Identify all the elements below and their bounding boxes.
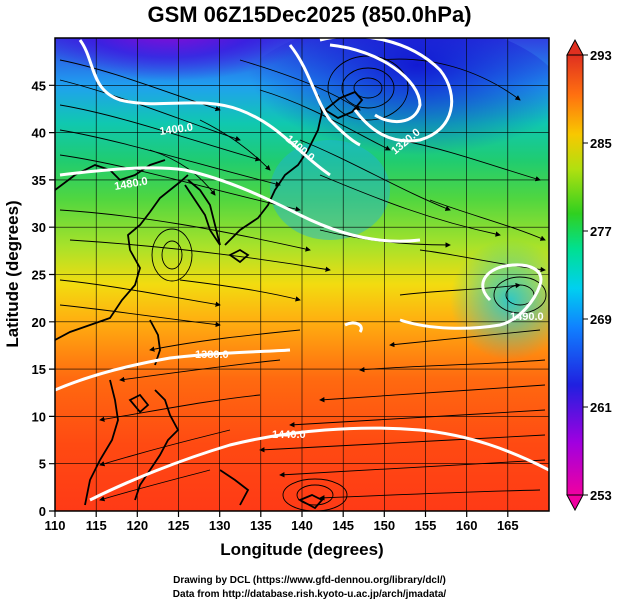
- x-tick-label: 145: [332, 518, 354, 533]
- y-tick-label: 10: [32, 409, 46, 424]
- x-axis-ticks: [54, 511, 509, 517]
- colorbar-label: 285: [590, 136, 612, 151]
- colorbar-label: 269: [590, 312, 612, 327]
- colorbar-upper-arrow: [566, 38, 584, 56]
- y-tick-label: 20: [32, 315, 46, 330]
- wind-streamlines: [59, 58, 546, 502]
- credit-data-source: Data from http://database.rish.kyoto-u.a…: [172, 589, 447, 600]
- credit-drawing: Drawing by DCL (https://www.gfd-dennou.o…: [173, 575, 446, 586]
- contour-label: 1490.0: [510, 311, 544, 323]
- contour-label: 1400.0: [159, 121, 194, 138]
- colorbar-label: 253: [590, 488, 612, 503]
- x-tick-label: 125: [168, 518, 190, 533]
- x-tick-label: 165: [497, 518, 519, 533]
- map-gridlines: [55, 38, 549, 511]
- y-tick-label: 35: [32, 173, 46, 188]
- y-tick-label: 45: [32, 78, 46, 93]
- y-tick-label: 30: [32, 220, 46, 235]
- x-axis-tick-labels: 110 115 120 125 130 135 140 145 150 155 …: [45, 518, 519, 533]
- colorbar-label: 277: [590, 224, 612, 239]
- contour-label: 1480.0: [113, 175, 148, 193]
- colorbar: 293 285 277 269 261 253: [566, 38, 612, 512]
- x-tick-label: 130: [209, 518, 231, 533]
- y-tick-label: 15: [32, 362, 46, 377]
- x-tick-label: 155: [415, 518, 437, 533]
- y-tick-label: 0: [39, 504, 46, 519]
- colorbar-label: 293: [590, 48, 612, 63]
- x-tick-label: 110: [45, 518, 66, 533]
- y-tick-label: 5: [39, 457, 46, 472]
- y-axis-title: Latitude (degrees): [3, 200, 22, 347]
- x-tick-label: 160: [456, 518, 478, 533]
- colorbar-lower-arrow: [566, 494, 584, 512]
- temperature-field: 1440.0 1400.0 1400.0 1480.0 1320.0 1380.…: [55, 38, 549, 511]
- colorbar-label: 261: [590, 400, 612, 415]
- y-axis-tick-labels: 0 5 10 15 20 25 30 35 40 45: [32, 78, 46, 519]
- x-tick-label: 115: [86, 518, 107, 533]
- y-tick-label: 40: [32, 126, 46, 141]
- x-tick-label: 140: [291, 518, 313, 533]
- x-tick-label: 135: [250, 518, 272, 533]
- y-tick-label: 25: [32, 268, 46, 283]
- map-title: GSM 06Z15Dec2025 (850.0hPa): [147, 2, 472, 27]
- contour-label: 1440.0: [272, 429, 306, 441]
- x-tick-label: 120: [126, 518, 148, 533]
- y-axis-ticks: [49, 84, 55, 512]
- contour-label: 1380.0: [195, 349, 229, 361]
- x-tick-label: 150: [373, 518, 395, 533]
- x-axis-title: Longitude (degrees): [220, 540, 383, 559]
